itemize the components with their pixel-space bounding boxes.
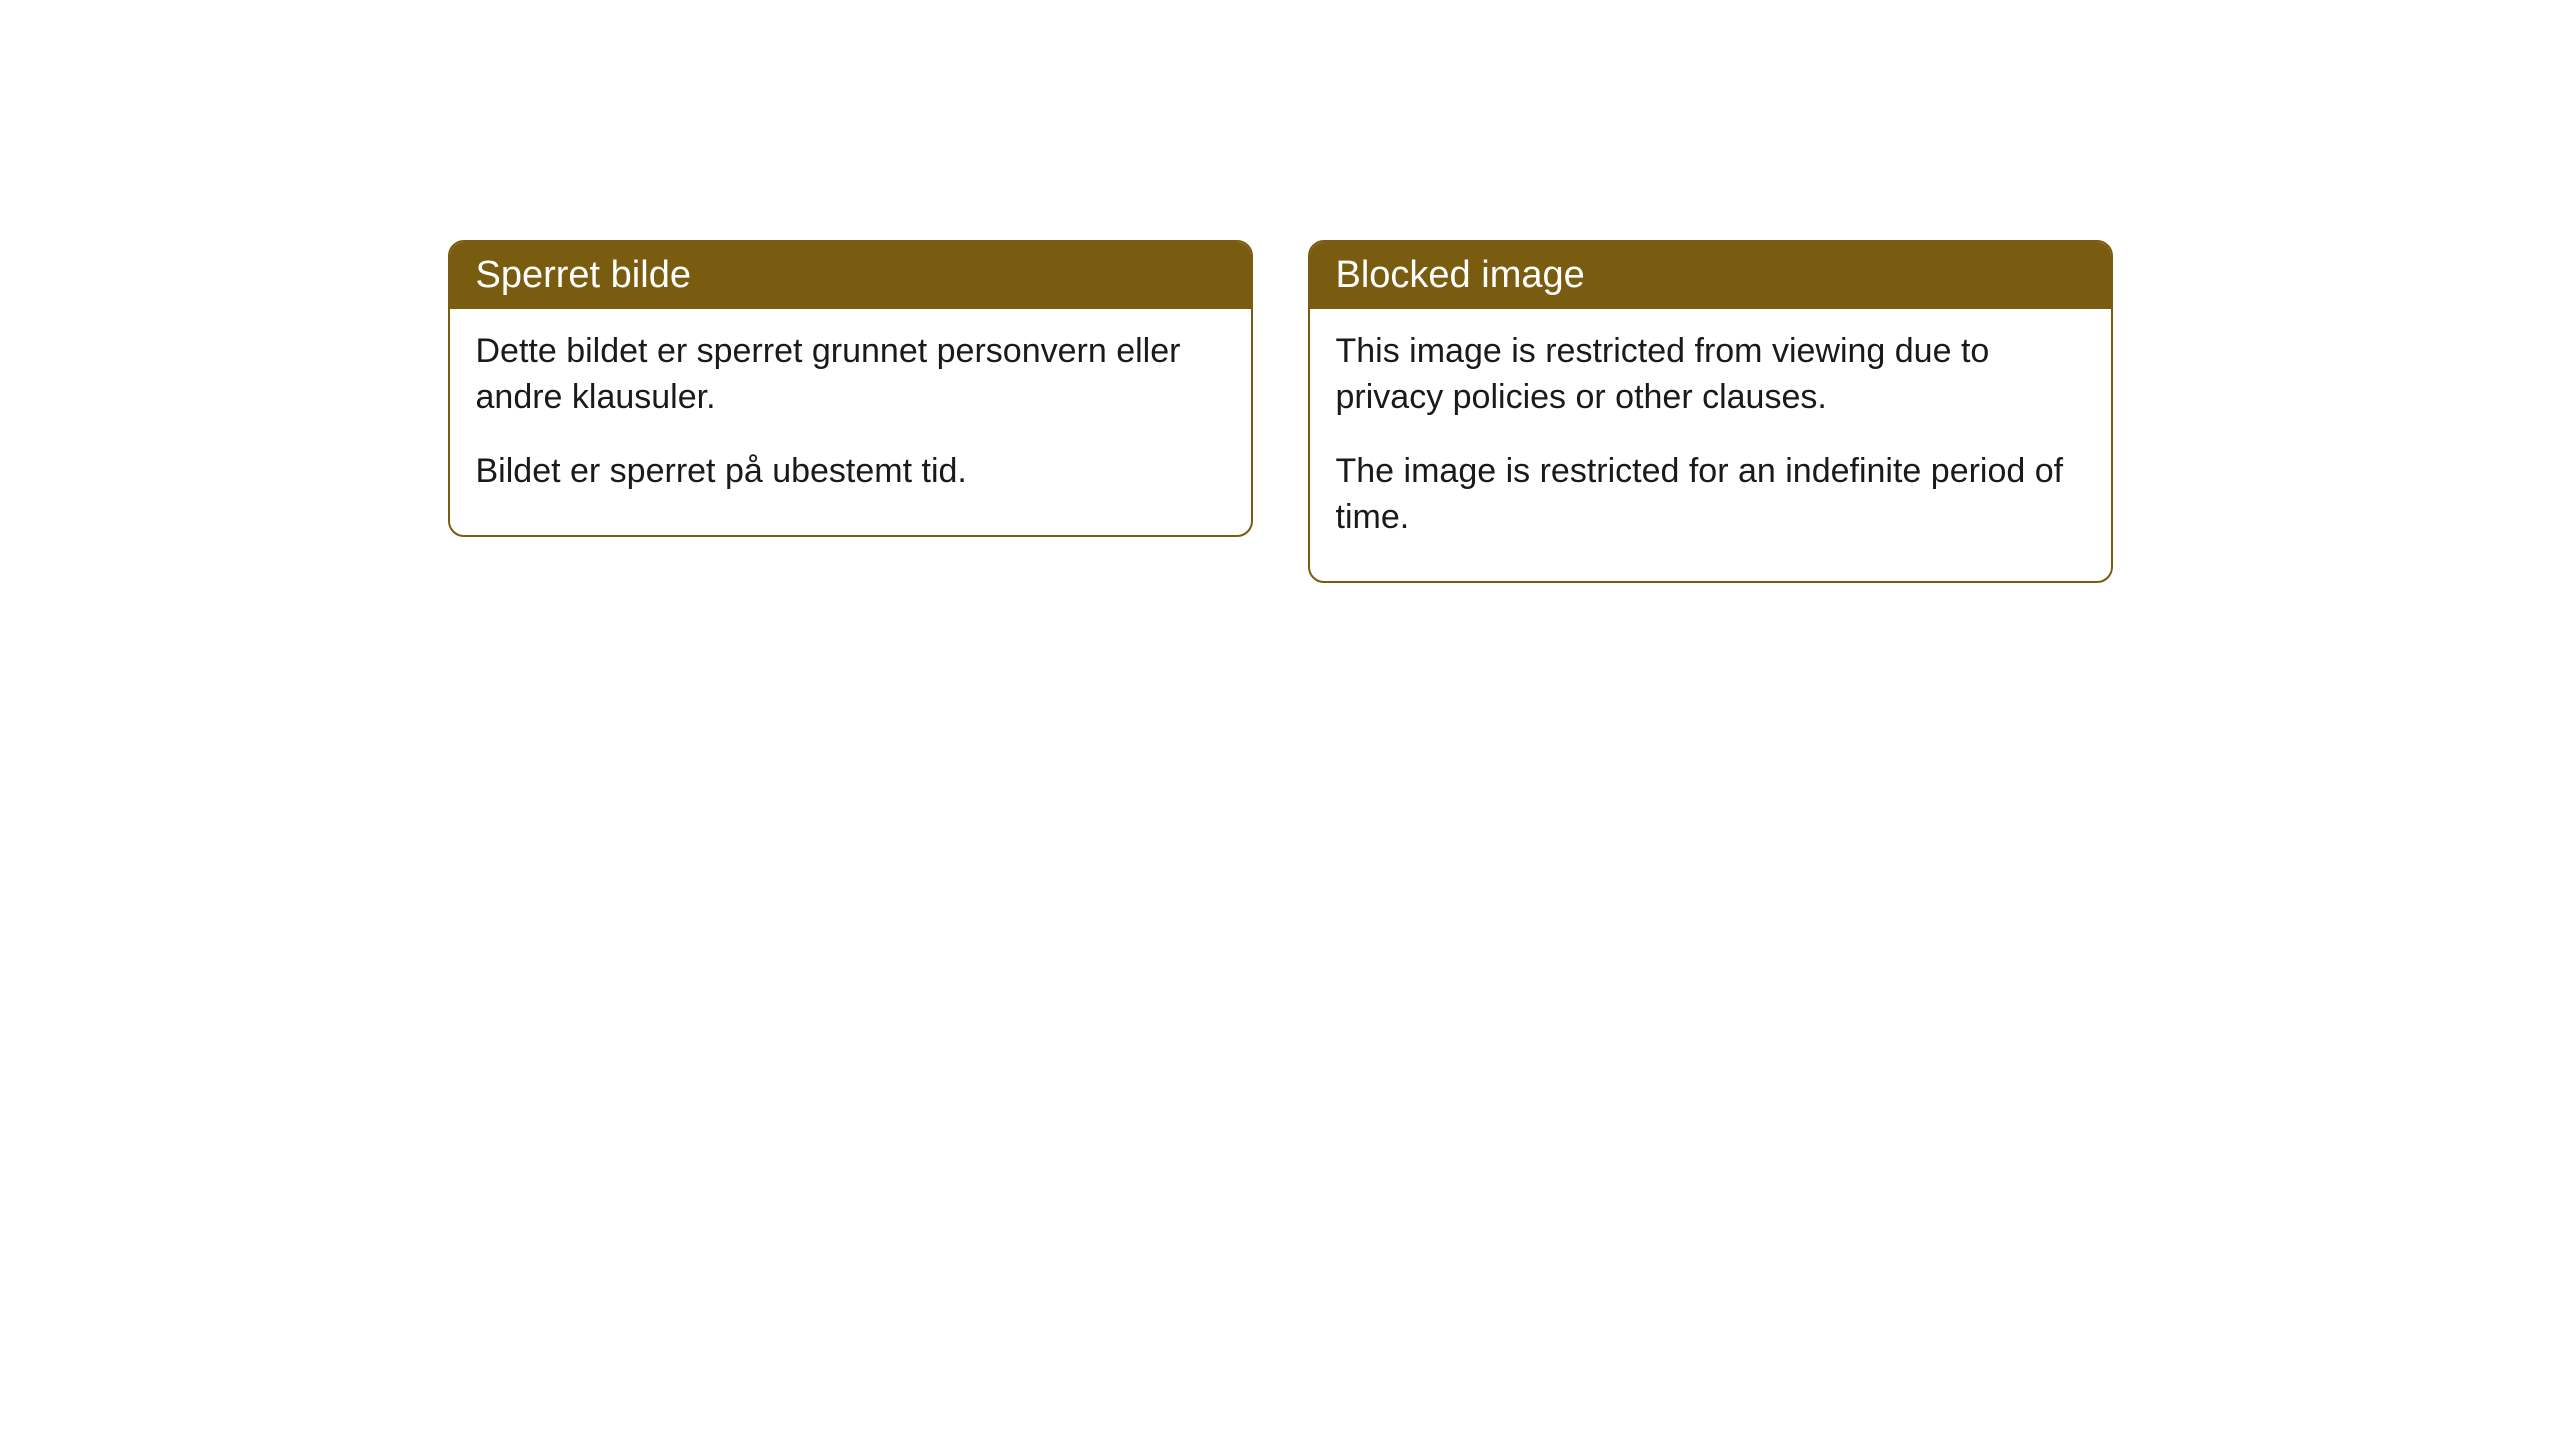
blocked-image-notice-no: Sperret bilde Dette bildet er sperret gr…: [448, 240, 1253, 537]
notice-paragraph: The image is restricted for an indefinit…: [1336, 449, 2085, 541]
notice-paragraph: This image is restricted from viewing du…: [1336, 329, 2085, 421]
notice-title: Sperret bilde: [476, 254, 691, 296]
blocked-image-notice-en: Blocked image This image is restricted f…: [1308, 240, 2113, 583]
notice-title: Blocked image: [1336, 254, 1585, 296]
notice-body: This image is restricted from viewing du…: [1310, 309, 2111, 581]
notice-body: Dette bildet er sperret grunnet personve…: [450, 309, 1251, 535]
notice-header: Blocked image: [1310, 242, 2111, 309]
notice-header: Sperret bilde: [450, 242, 1251, 309]
notice-paragraph: Bildet er sperret på ubestemt tid.: [476, 449, 1225, 495]
notice-paragraph: Dette bildet er sperret grunnet personve…: [476, 329, 1225, 421]
